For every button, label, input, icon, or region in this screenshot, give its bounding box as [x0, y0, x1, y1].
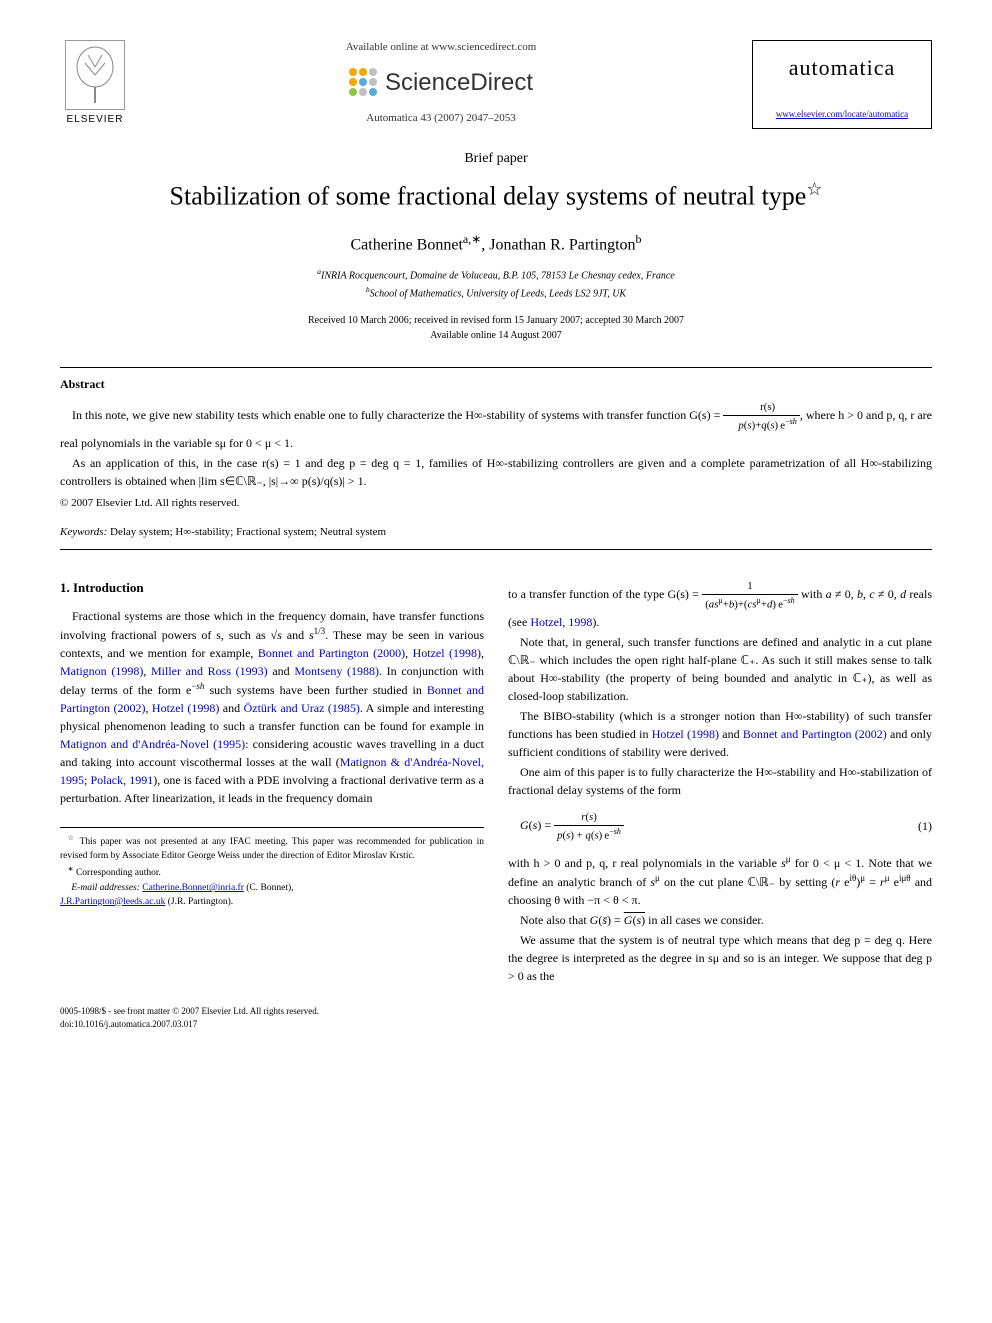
elsevier-logo: ELSEVIER	[60, 40, 130, 127]
equation-1-body: G(s) = r(s) p(s) + q(s) e−sh	[508, 809, 624, 844]
equation-1-number: (1)	[918, 817, 932, 835]
equation-1: G(s) = r(s) p(s) + q(s) e−sh (1)	[508, 809, 932, 844]
elsevier-label: ELSEVIER	[67, 113, 124, 127]
dates-online: Available online 14 August 2007	[430, 330, 561, 341]
footnote-emails: E-mail addresses: Catherine.Bonnet@inria…	[60, 882, 484, 909]
authors: Catherine Bonneta,∗, Jonathan R. Parting…	[60, 231, 932, 257]
abstract-p1: In this note, we give new stability test…	[60, 399, 932, 452]
body-columns: 1. Introduction Fractional systems are t…	[60, 578, 932, 988]
available-online-text: Available online at www.sciencedirect.co…	[150, 40, 732, 55]
col2-p4: One aim of this paper is to fully charac…	[508, 763, 932, 799]
abstract-p1-pre: In this note, we give new stability test…	[72, 408, 723, 422]
abstract-frac-num: r(s)	[723, 399, 799, 416]
col2-p3: The BIBO-stability (which is a stronger …	[508, 707, 932, 761]
keywords-label: Keywords:	[60, 526, 107, 538]
copyright: © 2007 Elsevier Ltd. All rights reserved…	[60, 496, 932, 511]
sd-dot-icon	[359, 78, 367, 86]
abstract-p2: As an application of this, in the case r…	[60, 454, 932, 490]
email-link-bonnet[interactable]: Catherine.Bonnet@inria.fr	[142, 883, 244, 893]
journal-box: automatica www.elsevier.com/locate/autom…	[752, 40, 932, 129]
sciencedirect-label: ScienceDirect	[385, 66, 533, 100]
abstract-heading: Abstract	[60, 376, 932, 393]
sd-dot-icon	[349, 78, 357, 86]
affiliation-b: School of Mathematics, University of Lee…	[370, 288, 626, 299]
column-right: to a transfer function of the type G(s) …	[508, 578, 932, 988]
col2-p1-pre: to a transfer function of the type G(s) …	[508, 587, 702, 601]
title-footnote-star-icon: ☆	[806, 179, 822, 199]
affiliations: aINRIA Rocquencourt, Domaine de Voluceau…	[60, 266, 932, 301]
sd-dot-icon	[349, 68, 357, 76]
footer-block: 0005-1098/$ - see front matter © 2007 El…	[60, 1005, 932, 1030]
elsevier-tree-icon	[65, 40, 125, 110]
center-header: Available online at www.sciencedirect.co…	[130, 40, 752, 127]
sd-dot-icon	[369, 78, 377, 86]
col1-p1: Fractional systems are those which in th…	[60, 607, 484, 807]
col2-fraction: 1 (asμ+b)+(csμ+d) e−sh	[702, 578, 798, 613]
paper-title-text: Stabilization of some fractional delay s…	[170, 181, 807, 210]
journal-title: automatica	[763, 53, 921, 84]
sciencedirect-logo: ScienceDirect	[349, 66, 533, 100]
col2-frac-num: 1	[702, 578, 798, 595]
paper-type: Brief paper	[60, 149, 932, 169]
journal-reference: Automatica 43 (2007) 2047–2053	[150, 111, 732, 126]
email2-who: (J.R. Partington).	[168, 897, 233, 907]
affiliation-a: INRIA Rocquencourt, Domaine de Voluceau,…	[321, 271, 675, 282]
page-header: ELSEVIER Available online at www.science…	[60, 40, 932, 129]
sd-dot-icon	[369, 88, 377, 96]
sd-dot-icon	[369, 68, 377, 76]
publication-dates: Received 10 March 2006; received in revi…	[60, 313, 932, 343]
keywords-text: Delay system; H∞-stability; Fractional s…	[110, 526, 386, 538]
col2-p5: with h > 0 and p, q, r real polynomials …	[508, 853, 932, 909]
col2-p2: Note that, in general, such transfer fun…	[508, 633, 932, 705]
sd-dot-icon	[359, 88, 367, 96]
sd-dot-icon	[349, 88, 357, 96]
abstract-fraction: r(s) p(s)+q(s) e−sh	[723, 399, 799, 434]
keywords-line: Keywords: Delay system; H∞-stability; Fr…	[60, 525, 932, 540]
divider	[60, 367, 932, 368]
col2-frac-den: (asμ+b)+(csμ+d) e−sh	[702, 595, 798, 613]
footnote-corresponding-text: Corresponding author.	[76, 868, 161, 878]
footer-line1: 0005-1098/$ - see front matter © 2007 El…	[60, 1006, 319, 1016]
abstract-body: In this note, we give new stability test…	[60, 399, 932, 490]
email-link-partington[interactable]: J.R.Partington@leeds.ac.uk	[60, 897, 165, 907]
divider	[60, 549, 932, 550]
col2-p7: We assume that the system is of neutral …	[508, 931, 932, 985]
abstract-frac-den: p(s)+q(s) e−sh	[723, 416, 799, 434]
email1-who: (C. Bonnet),	[246, 883, 293, 893]
footnote-star-text: This paper was not presented at any IFAC…	[60, 837, 484, 860]
sd-dot-icon	[359, 68, 367, 76]
column-left: 1. Introduction Fractional systems are t…	[60, 578, 484, 988]
footnotes: ☆ This paper was not presented at any IF…	[60, 827, 484, 909]
email-label: E-mail addresses:	[71, 883, 140, 893]
footnote-corresponding: ∗ Corresponding author.	[60, 865, 484, 880]
paper-title: Stabilization of some fractional delay s…	[60, 177, 932, 215]
dates-received: Received 10 March 2006; received in revi…	[308, 315, 684, 326]
col2-p6: Note also that G(s̄) = G(s) in all cases…	[508, 911, 932, 929]
footnote-star: ☆ This paper was not presented at any IF…	[60, 834, 484, 863]
journal-homepage-link[interactable]: www.elsevier.com/locate/automatica	[776, 109, 908, 119]
sciencedirect-dots-icon	[349, 68, 377, 96]
section-1-heading: 1. Introduction	[60, 578, 484, 598]
col2-p1: to a transfer function of the type G(s) …	[508, 578, 932, 631]
footer-doi: doi:10.1016/j.automatica.2007.03.017	[60, 1019, 197, 1029]
